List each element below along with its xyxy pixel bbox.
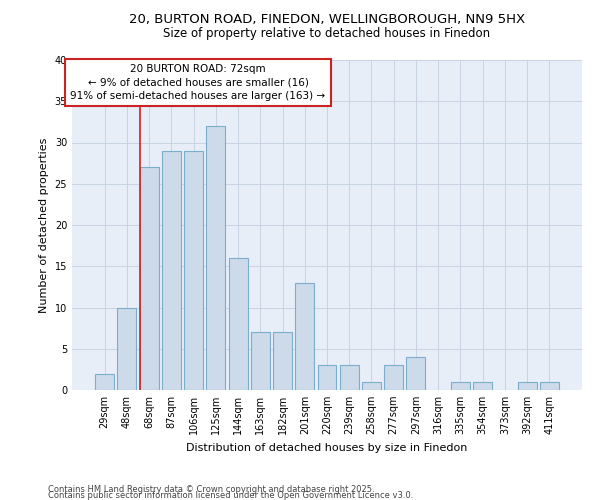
Bar [184, 151, 203, 390]
Bar [406, 357, 425, 390]
Bar [473, 382, 492, 390]
Bar [518, 382, 536, 390]
Bar [340, 365, 359, 390]
Bar [273, 332, 292, 390]
Bar [362, 382, 381, 390]
Bar [295, 283, 314, 390]
Bar [140, 167, 158, 390]
Bar [229, 258, 248, 390]
Bar [540, 382, 559, 390]
Text: Contains HM Land Registry data © Crown copyright and database right 2025.: Contains HM Land Registry data © Crown c… [48, 485, 374, 494]
Bar [118, 308, 136, 390]
Bar [317, 365, 337, 390]
Y-axis label: Number of detached properties: Number of detached properties [39, 138, 49, 312]
Text: 20, BURTON ROAD, FINEDON, WELLINGBOROUGH, NN9 5HX: 20, BURTON ROAD, FINEDON, WELLINGBOROUGH… [129, 12, 525, 26]
Bar [95, 374, 114, 390]
Text: Size of property relative to detached houses in Finedon: Size of property relative to detached ho… [163, 28, 491, 40]
Bar [384, 365, 403, 390]
Text: 20 BURTON ROAD: 72sqm
← 9% of detached houses are smaller (16)
91% of semi-detac: 20 BURTON ROAD: 72sqm ← 9% of detached h… [70, 64, 326, 100]
Bar [451, 382, 470, 390]
Bar [206, 126, 225, 390]
Bar [162, 151, 181, 390]
Text: Contains public sector information licensed under the Open Government Licence v3: Contains public sector information licen… [48, 491, 413, 500]
X-axis label: Distribution of detached houses by size in Finedon: Distribution of detached houses by size … [187, 442, 467, 452]
Bar [251, 332, 270, 390]
